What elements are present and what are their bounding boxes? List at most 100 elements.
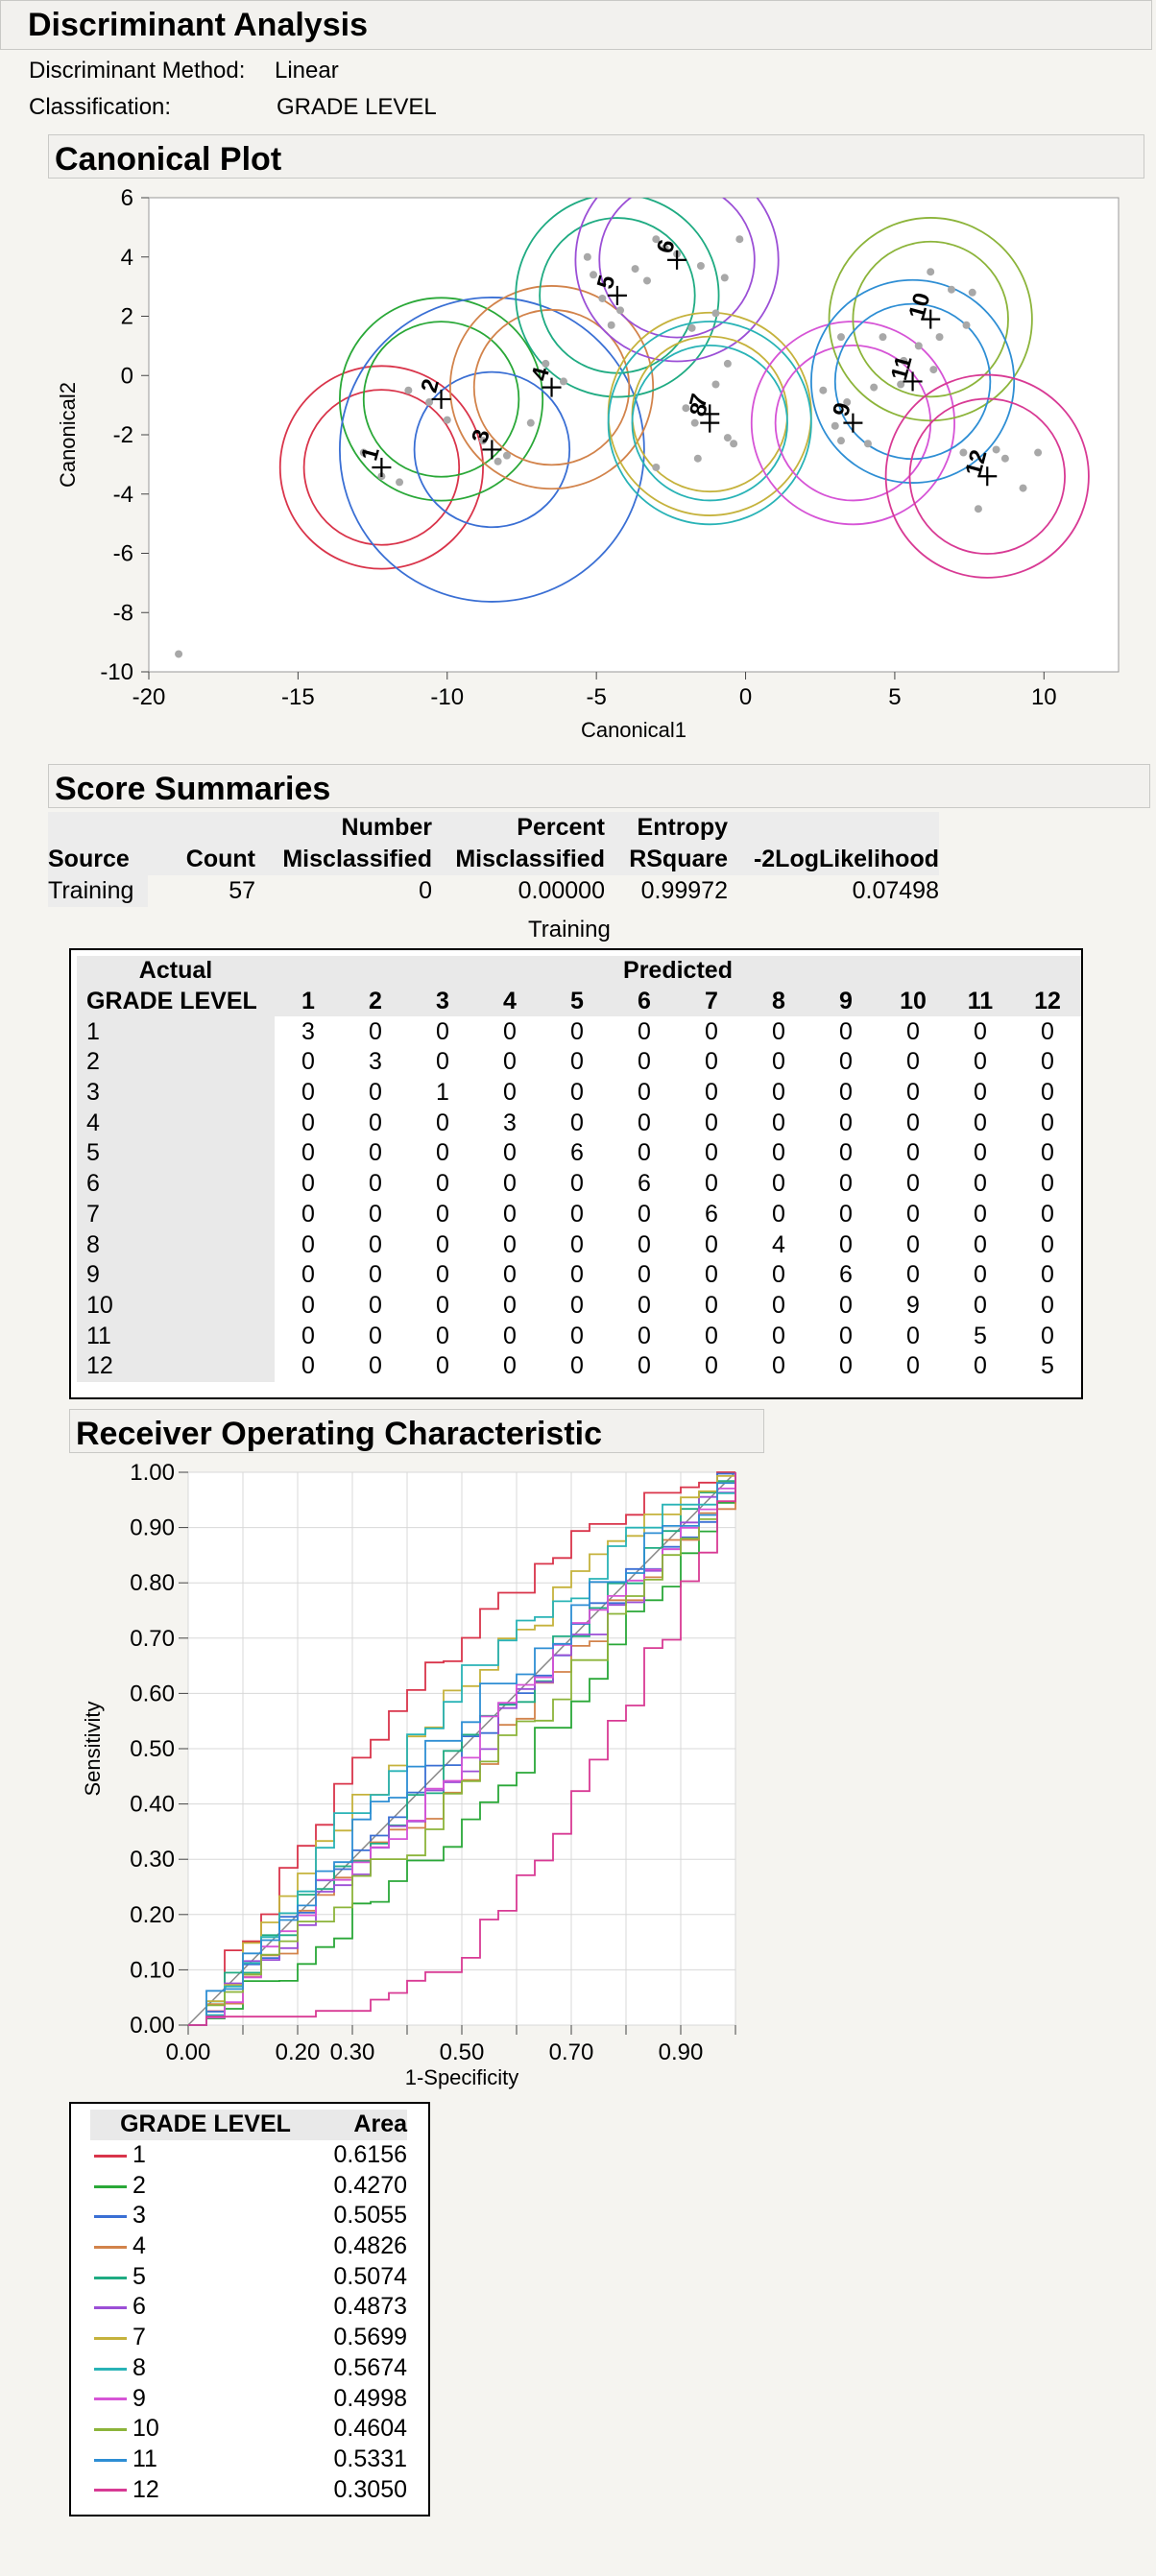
confidence-ellipse [338, 297, 544, 502]
data-point [642, 276, 651, 285]
auc-grade-cell: 12 [90, 2474, 321, 2505]
ss-h2-number: Misclassified [282, 846, 432, 872]
y-tick-label: 2 [121, 304, 133, 330]
data-point [687, 323, 696, 332]
auc-area-value: 0.4873 [333, 2293, 407, 2321]
matrix-cell: 0 [436, 1109, 449, 1136]
legend-line-icon [94, 2397, 127, 2401]
matrix-cell: 6 [638, 1170, 651, 1198]
data-point [711, 380, 720, 389]
confidence-ellipse [574, 198, 780, 363]
y-tick-label: 0.10 [130, 1957, 175, 1983]
matrix-cell: 0 [974, 1230, 987, 1258]
roc-chart[interactable]: 0.00 0.20 0.30 0.50 0.70 0.90 0.00 0.10 0.20 0.30… [0, 1455, 787, 2089]
matrix-cell: 0 [570, 1352, 584, 1380]
matrix-cell: 0 [839, 1017, 853, 1045]
classification-label: Classification: [29, 94, 172, 120]
canonical-plot-header[interactable]: Canonical Plot [48, 134, 1144, 179]
y-tick-label: 6 [121, 185, 133, 211]
matrix-cell: 0 [1041, 1230, 1054, 1258]
ss-cell-count: 57 [229, 877, 255, 904]
matrix-cell: 0 [705, 1322, 718, 1349]
matrix-cell: 0 [705, 1170, 718, 1198]
auc-grade-label: 6 [132, 2293, 146, 2321]
grade-level-header: GRADE LEVEL [86, 988, 257, 1015]
auc-grade-label: 12 [132, 2475, 159, 2503]
matrix-cell: 0 [570, 1048, 584, 1076]
score-summaries-header[interactable]: Score Summaries [48, 764, 1150, 808]
data-point [927, 268, 935, 276]
ss-h2-loglik: -2LogLikelihood [753, 846, 939, 872]
matrix-cell: 0 [705, 1352, 718, 1380]
matrix-cell: 0 [974, 1139, 987, 1167]
matrix-cell: 0 [772, 1139, 785, 1167]
predicted-label: Predicted [623, 957, 733, 985]
pred-col-header: 5 [570, 988, 584, 1015]
pred-col-header: 4 [503, 988, 517, 1015]
pred-col-header: 11 [967, 988, 994, 1015]
roc-curve-series [188, 1472, 736, 2026]
matrix-cell: 0 [906, 1109, 920, 1136]
ss-cell-percent: 0.00000 [518, 877, 605, 904]
auc-grade-label: 8 [132, 2353, 146, 2381]
matrix-cell: 0 [906, 1352, 920, 1380]
x-tick-label: 5 [888, 684, 901, 710]
matrix-cell: 0 [436, 1352, 449, 1380]
matrix-cell: 0 [974, 1352, 987, 1380]
matrix-cell: 0 [638, 1200, 651, 1228]
auc-area-value: 0.5055 [333, 2202, 407, 2230]
matrix-cell: 0 [839, 1109, 853, 1136]
data-point [526, 418, 535, 427]
data-point [607, 321, 615, 329]
auc-grade-cell: 1 [90, 2140, 321, 2171]
roc-header[interactable]: Receiver Operating Characteristic [69, 1409, 764, 1453]
data-point [396, 478, 404, 487]
confidence-ellipse [884, 373, 1090, 579]
matrix-cell: 0 [301, 1170, 315, 1198]
legend-line-icon [94, 2337, 127, 2341]
matrix-cell: 0 [974, 1291, 987, 1319]
auc-col-area: Area [353, 2111, 407, 2138]
auc-table: GRADE LEVEL Area 1 0.6156 2 0.4270 3 0.5055 4 0… [69, 2102, 430, 2516]
matrix-cell: 0 [301, 1200, 315, 1228]
matrix-cell: 9 [906, 1291, 920, 1319]
matrix-cell: 0 [301, 1109, 315, 1136]
auc-grade-cell: 6 [90, 2292, 321, 2323]
matrix-cell: 0 [906, 1230, 920, 1258]
y-tick-label: 0.30 [130, 1847, 175, 1872]
y-tick-label: 1.00 [130, 1460, 175, 1486]
data-point [962, 321, 971, 329]
y-tick-label: 0.80 [130, 1570, 175, 1596]
matrix-cell: 0 [369, 1291, 382, 1319]
report-title[interactable]: Discriminant Analysis [0, 0, 1152, 50]
matrix-cell: 0 [570, 1322, 584, 1349]
matrix-cell: 0 [369, 1170, 382, 1198]
matrix-cell: 0 [1041, 1322, 1054, 1349]
data-point [404, 386, 413, 394]
data-point [425, 398, 434, 407]
matrix-cell: 0 [1041, 1017, 1054, 1045]
auc-grade-cell: 9 [90, 2383, 321, 2414]
confidence-ellipse [278, 365, 484, 570]
data-point [682, 404, 690, 413]
matrix-cell: 0 [705, 1139, 718, 1167]
roc-curve-series [188, 1472, 736, 2026]
canonical-plot[interactable]: -20 -15 -10 -5 0 5 10 6 4 2 0 -2 -4 -6 -8 -10 Canonical1… [0, 182, 1156, 742]
matrix-cell: 0 [974, 1200, 987, 1228]
data-point [843, 398, 852, 407]
ss-h2-source: Source [48, 846, 130, 872]
matrix-cell: 0 [301, 1048, 315, 1076]
actual-row-label: 4 [77, 1108, 275, 1139]
matrix-cell: 0 [503, 1230, 517, 1258]
data-point [652, 463, 661, 471]
data-point [879, 333, 887, 342]
matrix-cell: 0 [839, 1200, 853, 1228]
actual-row-label: 5 [77, 1138, 275, 1169]
matrix-cell: 0 [301, 1079, 315, 1107]
actual-row-label: 1 [77, 1016, 275, 1048]
matrix-cell: 0 [638, 1079, 651, 1107]
matrix-cell: 3 [503, 1109, 517, 1136]
pred-col-header: 8 [772, 988, 785, 1015]
matrix-cell: 0 [906, 1048, 920, 1076]
matrix-cell: 0 [503, 1079, 517, 1107]
